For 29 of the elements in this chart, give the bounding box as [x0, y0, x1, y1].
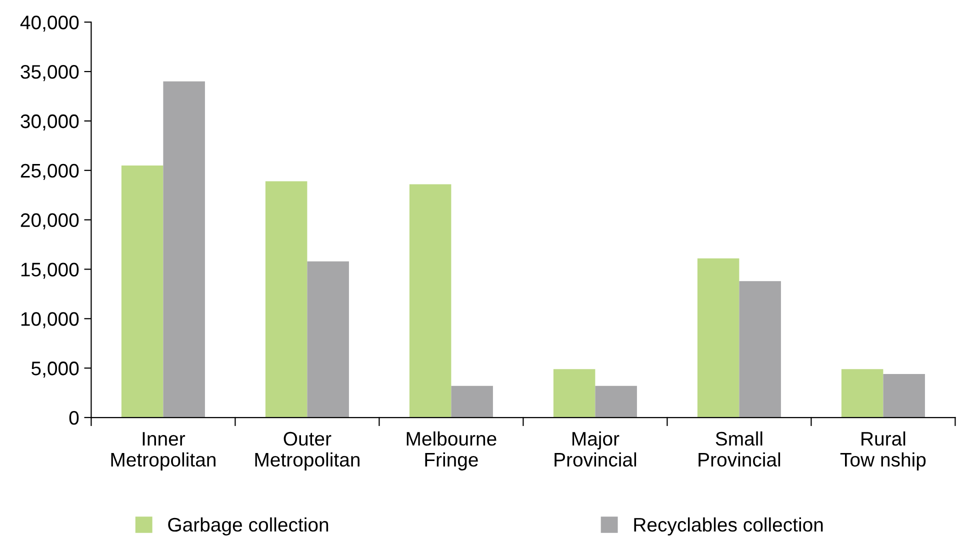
bar [841, 369, 884, 418]
bar [883, 374, 925, 418]
x-tick-label: Major Provincial [554, 431, 636, 467]
bar [451, 386, 493, 418]
x-tick-label: Melbourne Fringe [406, 431, 496, 470]
x-tick-label: Inner Metropolitan [111, 432, 216, 470]
y-tick-label: 40,000 [20, 16, 79, 32]
legend-label: Recyclables collection [634, 517, 823, 536]
bar [595, 386, 637, 418]
bar [553, 369, 596, 418]
x-tick-label: Outer Metropolitan [255, 432, 360, 470]
y-tick-label: 25,000 [20, 164, 79, 180]
x-tick-label: Small Provincial [698, 431, 780, 467]
y-tick-label: 5,000 [32, 362, 79, 378]
bar [265, 181, 308, 418]
x-tick-label: Rural Tow nship [840, 431, 926, 470]
bar [307, 261, 349, 418]
y-tick-label: 20,000 [20, 213, 79, 230]
bar [121, 165, 164, 418]
y-tick-label: 35,000 [20, 65, 79, 82]
y-tick-label: 30,000 [20, 114, 79, 131]
y-tick-label: 15,000 [21, 262, 79, 279]
bar [739, 281, 781, 418]
y-tick-label: 0 [69, 410, 79, 425]
bar [163, 81, 205, 418]
bar [409, 184, 452, 418]
legend-label: Garbage collection [168, 517, 328, 536]
bar [697, 258, 740, 418]
y-tick-label: 10,000 [21, 312, 79, 328]
